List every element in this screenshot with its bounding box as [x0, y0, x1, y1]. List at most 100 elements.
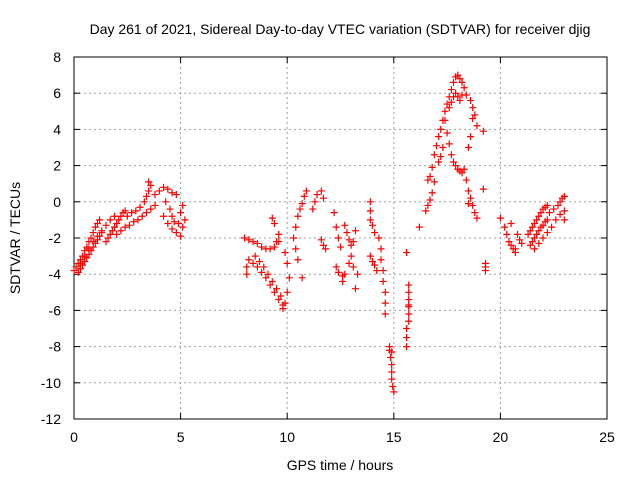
data-point-marker	[435, 133, 443, 141]
data-point-marker	[371, 229, 379, 237]
data-point-marker	[535, 227, 543, 235]
data-point-marker	[85, 245, 93, 253]
data-point-marker	[349, 263, 357, 271]
data-point-marker	[136, 203, 144, 211]
data-point-marker	[447, 98, 455, 106]
data-point-marker	[533, 216, 541, 224]
data-point-marker	[377, 245, 385, 253]
data-point-marker	[479, 127, 487, 135]
y-tick-label: -8	[49, 339, 62, 355]
data-point-marker	[140, 198, 148, 206]
data-point-marker	[179, 201, 187, 209]
data-point-marker	[526, 241, 534, 249]
y-tick-label: 4	[53, 121, 61, 137]
data-point-marker	[104, 234, 112, 242]
data-point-marker	[454, 71, 462, 79]
data-point-marker	[113, 220, 121, 228]
data-point-marker	[123, 212, 131, 220]
data-point-marker	[76, 259, 84, 267]
data-point-marker	[381, 288, 389, 296]
data-point-marker	[166, 205, 174, 213]
data-point-marker	[285, 274, 293, 282]
data-point-marker	[253, 239, 261, 247]
data-point-marker	[70, 267, 78, 275]
data-point-marker	[366, 216, 374, 224]
data-point-marker	[249, 238, 257, 246]
data-point-marker	[503, 230, 511, 238]
data-point-marker	[560, 207, 568, 215]
data-point-marker	[458, 78, 466, 86]
data-point-marker	[543, 229, 551, 237]
data-point-marker	[454, 93, 462, 101]
data-point-marker	[368, 221, 376, 229]
data-point-marker	[179, 223, 187, 231]
data-point-marker	[516, 236, 524, 244]
data-point-marker	[460, 165, 468, 173]
data-point-marker	[106, 230, 114, 238]
data-point-marker	[72, 263, 80, 271]
data-point-marker	[298, 274, 306, 282]
data-point-marker	[428, 189, 436, 197]
data-point-marker	[496, 214, 504, 222]
data-point-marker	[531, 220, 539, 228]
data-point-marker	[243, 263, 251, 271]
data-point-marker	[317, 236, 325, 244]
data-point-marker	[279, 305, 287, 313]
data-point-marker	[341, 221, 349, 229]
data-point-marker	[469, 201, 477, 209]
data-point-marker	[405, 301, 413, 309]
data-point-marker	[381, 299, 389, 307]
data-point-marker	[501, 223, 509, 231]
data-point-marker	[526, 227, 534, 235]
data-point-marker	[405, 281, 413, 289]
data-point-marker	[405, 310, 413, 318]
data-point-marker	[241, 234, 249, 242]
data-point-marker	[381, 310, 389, 318]
data-point-marker	[426, 172, 434, 180]
data-point-marker	[177, 209, 185, 217]
data-point-marker	[528, 238, 536, 246]
data-point-marker	[447, 151, 455, 159]
data-point-marker	[268, 214, 276, 222]
data-point-marker	[347, 252, 355, 260]
data-point-marker	[332, 263, 340, 271]
data-point-marker	[449, 158, 457, 166]
data-point-marker	[443, 129, 451, 137]
data-point-marker	[539, 221, 547, 229]
data-point-marker	[556, 210, 564, 218]
data-point-marker	[151, 191, 159, 199]
data-point-marker	[292, 245, 300, 253]
data-point-marker	[531, 245, 539, 253]
data-point-marker	[164, 185, 172, 193]
data-point-marker	[548, 223, 556, 231]
data-point-marker	[458, 91, 466, 99]
x-tick-labels: 0 5 10 15 20 25	[70, 429, 615, 445]
data-point-marker	[473, 122, 481, 130]
data-point-marker	[275, 238, 283, 246]
data-point-marker	[469, 115, 477, 123]
data-point-marker	[249, 259, 257, 267]
data-point-marker	[111, 212, 119, 220]
data-point-marker	[479, 185, 487, 193]
data-point-marker	[275, 230, 283, 238]
data-point-marker	[543, 216, 551, 224]
data-point-marker	[533, 230, 541, 238]
data-point-marker	[535, 239, 543, 247]
data-point-marker	[452, 162, 460, 170]
axis-ticks	[73, 56, 608, 420]
data-point-marker	[243, 270, 251, 278]
data-point-marker	[456, 96, 464, 104]
data-point-marker	[354, 270, 362, 278]
data-point-marker	[160, 183, 168, 191]
data-point-marker	[145, 178, 153, 186]
data-point-marker	[464, 200, 472, 208]
y-tick-label: 0	[53, 194, 61, 210]
data-point-marker	[270, 220, 278, 228]
data-point-marker	[388, 368, 396, 376]
data-point-marker	[253, 263, 261, 271]
data-point-marker	[426, 196, 434, 204]
data-point-marker	[435, 158, 443, 166]
data-point-marker	[334, 268, 342, 276]
data-point-marker	[528, 223, 536, 231]
